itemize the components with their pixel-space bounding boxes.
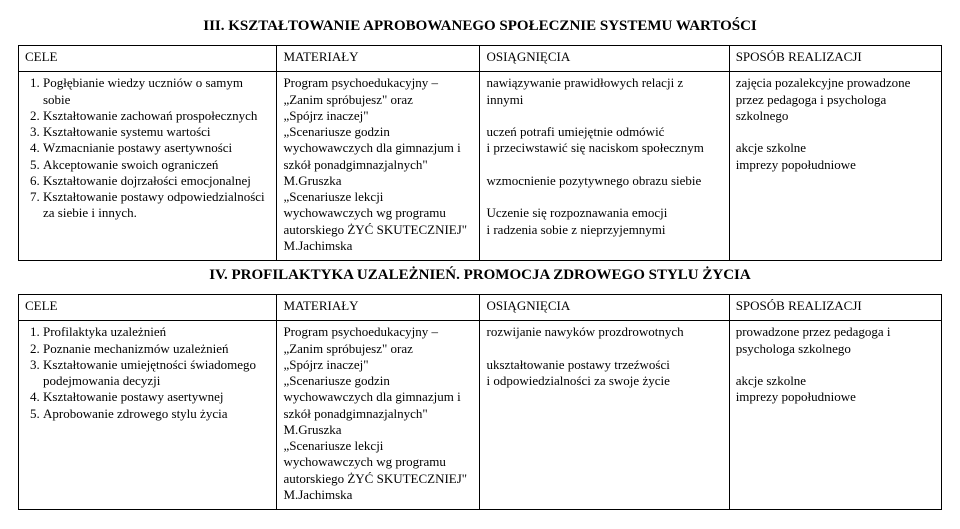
section-3-title: III. KSZTAŁTOWANIE APROBOWANEGO SPOŁECZN… — [18, 18, 942, 35]
text-line: „Scenariusze lekcji wychowawczych wg pro… — [283, 189, 473, 254]
cell-osiagniecia: rozwijanie nawyków prozdrowotnych ukszta… — [480, 321, 729, 510]
list-item: Akceptowanie swoich ograniczeń — [43, 157, 270, 173]
section-4-title: IV. PROFILAKTYKA UZALEŻNIEŃ. PROMOCJA ZD… — [18, 267, 942, 284]
text-line: i przeciwstawić się naciskom społecznym — [486, 140, 722, 156]
text-line: wzmocnienie pozytywnego obrazu siebie — [486, 173, 722, 189]
cell-cele: Profilaktyka uzależnień Poznanie mechani… — [19, 321, 277, 510]
cele-list: Profilaktyka uzależnień Poznanie mechani… — [43, 324, 270, 422]
list-item: Kształtowanie zachowań prospołecznych — [43, 108, 270, 124]
table-header-row: CELE MATERIAŁY OSIĄGNIĘCIA SPOSÓB REALIZ… — [19, 46, 942, 72]
table-row: Profilaktyka uzależnień Poznanie mechani… — [19, 321, 942, 510]
text-line: akcje szkolne — [736, 140, 935, 156]
cell-cele: Pogłębianie wiedzy uczniów o samym sobie… — [19, 72, 277, 261]
text-line: prowadzone przez pedagoga i psychologa s… — [736, 324, 935, 357]
text-line: Uczenie się rozpoznawania emocji — [486, 205, 722, 221]
list-item: Kształtowanie postawy odpowiedzialności … — [43, 189, 270, 222]
text-line: „Spójrz inaczej" — [283, 357, 473, 373]
list-item: Pogłębianie wiedzy uczniów o samym sobie — [43, 75, 270, 108]
text-line — [486, 341, 722, 357]
text-line: ukształtowanie postawy trzeźwości — [486, 357, 722, 373]
cell-osiagniecia: nawiązywanie prawidłowych relacji z inny… — [480, 72, 729, 261]
list-item: Kształtowanie postawy asertywnej — [43, 389, 270, 405]
col-sposob-header: SPOSÓB REALIZACJI — [729, 295, 941, 321]
col-materialy-header: MATERIAŁY — [277, 295, 480, 321]
list-item: Kształtowanie dojrzałości emocjonalnej — [43, 173, 270, 189]
text-line: uczeń potrafi umiejętnie odmówić — [486, 124, 722, 140]
text-line: i odpowiedzialności za swoje życie — [486, 373, 722, 389]
text-line: „Zanim spróbujesz" oraz — [283, 341, 473, 357]
table-header-row: CELE MATERIAŁY OSIĄGNIĘCIA SPOSÓB REALIZ… — [19, 295, 942, 321]
text-line: i radzenia sobie z nieprzyjemnymi — [486, 222, 722, 238]
col-sposob-header: SPOSÓB REALIZACJI — [729, 46, 941, 72]
col-osiagniecia-header: OSIĄGNIĘCIA — [480, 46, 729, 72]
text-line: Program psychoedukacyjny – — [283, 324, 473, 340]
list-item: Profilaktyka uzależnień — [43, 324, 270, 340]
cell-sposob: zajęcia pozalekcyjne prowadzone przez pe… — [729, 72, 941, 261]
section-4-table: CELE MATERIAŁY OSIĄGNIĘCIA SPOSÓB REALIZ… — [18, 294, 942, 510]
list-item: Kształtowanie systemu wartości — [43, 124, 270, 140]
cell-sposob: prowadzone przez pedagoga i psychologa s… — [729, 321, 941, 510]
text-line — [486, 157, 722, 173]
text-line: „Spójrz inaczej" — [283, 108, 473, 124]
col-cele-header: CELE — [19, 46, 277, 72]
cele-list: Pogłębianie wiedzy uczniów o samym sobie… — [43, 75, 270, 221]
text-line: rozwijanie nawyków prozdrowotnych — [486, 324, 722, 340]
list-item: Aprobowanie zdrowego stylu życia — [43, 406, 270, 422]
text-line — [736, 357, 935, 373]
cell-materialy: Program psychoedukacyjny – „Zanim spróbu… — [277, 72, 480, 261]
text-line: akcje szkolne — [736, 373, 935, 389]
list-item: Kształtowanie umiejętności świadomego po… — [43, 357, 270, 390]
list-item: Poznanie mechanizmów uzależnień — [43, 341, 270, 357]
col-materialy-header: MATERIAŁY — [277, 46, 480, 72]
list-item: Wzmacnianie postawy asertywności — [43, 140, 270, 156]
cell-materialy: Program psychoedukacyjny – „Zanim spróbu… — [277, 321, 480, 510]
text-line: „Scenariusze godzin wychowawczych dla gi… — [283, 373, 473, 438]
text-line: zajęcia pozalekcyjne prowadzone przez pe… — [736, 75, 935, 124]
text-line: imprezy popołudniowe — [736, 157, 935, 173]
table-row: Pogłębianie wiedzy uczniów o samym sobie… — [19, 72, 942, 261]
text-line: „Scenariusze lekcji wychowawczych wg pro… — [283, 438, 473, 503]
col-osiagniecia-header: OSIĄGNIĘCIA — [480, 295, 729, 321]
col-cele-header: CELE — [19, 295, 277, 321]
text-line — [486, 108, 722, 124]
text-line — [736, 124, 935, 140]
text-line: „Scenariusze godzin wychowawczych dla gi… — [283, 124, 473, 189]
text-line: „Zanim spróbujesz" oraz — [283, 92, 473, 108]
text-line: Program psychoedukacyjny – — [283, 75, 473, 91]
text-line — [486, 189, 722, 205]
section-3-table: CELE MATERIAŁY OSIĄGNIĘCIA SPOSÓB REALIZ… — [18, 45, 942, 261]
text-line: imprezy popołudniowe — [736, 389, 935, 405]
text-line: nawiązywanie prawidłowych relacji z inny… — [486, 75, 722, 108]
